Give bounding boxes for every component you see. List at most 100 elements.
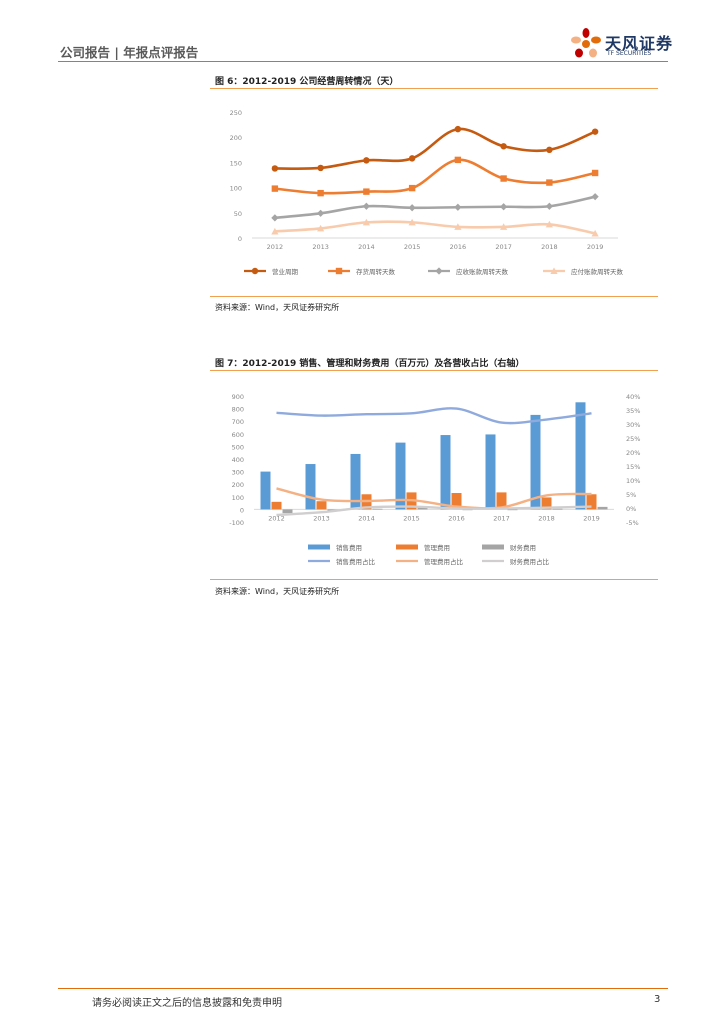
x-tick-label: 2015 (404, 243, 421, 251)
y-tick-label: 250 (230, 109, 242, 117)
data-point (546, 179, 553, 186)
legend-label: 应收账款周转天数 (456, 267, 509, 276)
company-logo (568, 26, 676, 62)
figure6-bottom-rule (210, 296, 658, 297)
ratio-line-1 (276, 487, 592, 510)
legend-marker (335, 267, 343, 275)
data-point (546, 146, 553, 153)
bar-2 (282, 509, 293, 514)
data-point (363, 188, 370, 195)
bar-1 (316, 501, 327, 510)
data-point (408, 204, 416, 212)
ratio-line-0 (276, 407, 592, 425)
y2-tick-label: 35% (626, 407, 640, 415)
y-tick-label: 50 (234, 210, 242, 218)
x-tick-label: 2017 (493, 514, 510, 522)
figure7-title: 图 7：2012-2019 销售、管理和财务费用（百万元）及各营收占比（右轴） (215, 359, 525, 369)
data-point (271, 185, 279, 192)
footer-divider (58, 988, 668, 989)
y2-tick-label: 15% (626, 463, 640, 471)
legend-label: 财务费用 (510, 543, 536, 552)
y2-tick-label: -5% (626, 519, 639, 527)
y2-tick-label: 5% (626, 491, 636, 499)
data-point (591, 169, 599, 177)
legend-label: 管理费用占比 (424, 557, 464, 566)
bar-0 (530, 414, 541, 510)
y-tick-label: 500 (232, 443, 244, 451)
x-tick-label: 2012 (267, 243, 284, 251)
legend-marker (251, 267, 259, 275)
x-tick-label: 2016 (450, 243, 467, 251)
bar-1 (271, 501, 282, 510)
data-point (408, 184, 416, 192)
data-point (271, 227, 279, 235)
y-tick-label: -100 (229, 519, 244, 527)
bar-2 (372, 508, 383, 510)
data-point (271, 214, 279, 222)
x-tick-label: 2017 (495, 243, 512, 251)
data-point (591, 193, 599, 201)
data-point (317, 189, 324, 197)
legend-swatch-bar (482, 544, 504, 550)
bar-0 (305, 464, 316, 510)
bar-0 (575, 402, 586, 510)
data-point (500, 223, 508, 230)
y-tick-label: 100 (232, 494, 244, 502)
data-point (408, 218, 416, 226)
bar-2 (507, 509, 518, 511)
figure7-top-rule (210, 370, 658, 371)
legend-marker (435, 267, 443, 275)
bar-0 (440, 435, 451, 510)
series-line-2 (274, 195, 596, 220)
data-point (271, 165, 279, 172)
data-point (408, 155, 416, 162)
y-tick-label: 600 (232, 431, 244, 439)
legend-marker (550, 267, 558, 274)
series-line-3 (274, 220, 596, 235)
figure7-source: 资料来源：Wind，天风证券研究所 (215, 587, 340, 596)
y-tick-label: 800 (232, 406, 244, 414)
x-tick-label: 2016 (448, 514, 465, 522)
y-tick-label: 0 (240, 506, 244, 514)
footer-disclaimer: 请务必阅读正文之后的信息披露和免责申明 (92, 998, 282, 1009)
bar-1 (541, 497, 552, 510)
legend-label: 销售费用占比 (336, 557, 376, 566)
series-line-0 (274, 127, 596, 170)
data-point (500, 175, 507, 182)
x-tick-label: 2014 (358, 243, 375, 251)
figure7-bottom-rule (210, 579, 658, 580)
bar-2 (417, 507, 428, 510)
data-point (362, 218, 370, 226)
x-tick-label: 2018 (538, 514, 555, 522)
x-tick-label: 2014 (358, 514, 375, 522)
x-tick-label: 2013 (312, 243, 329, 251)
flower-logo-icon (571, 28, 601, 58)
y-tick-label: 700 (232, 418, 244, 426)
y2-tick-label: 10% (626, 477, 640, 485)
bar-0 (395, 442, 406, 510)
legend-label: 管理费用 (424, 543, 450, 552)
y2-tick-label: 20% (626, 449, 640, 457)
report-header-title: 公司报告 | 年报点评报告 (60, 45, 199, 60)
x-tick-label: 2013 (313, 514, 330, 522)
data-point (317, 209, 325, 217)
y2-tick-label: 0% (626, 505, 636, 513)
y2-tick-label: 30% (626, 421, 640, 429)
data-point (362, 202, 370, 210)
logo-english-text: TF SECURITIES (607, 50, 652, 57)
data-point (500, 143, 507, 150)
data-point (454, 156, 462, 164)
data-point (363, 157, 370, 164)
x-tick-label: 2015 (403, 514, 420, 522)
data-point (454, 203, 462, 211)
legend-swatch-bar (308, 544, 330, 550)
y2-tick-label: 25% (626, 435, 640, 443)
data-point (317, 164, 324, 172)
y-tick-label: 150 (230, 159, 242, 167)
y-tick-label: 900 (232, 393, 244, 401)
figure6-source: 资料来源：Wind，天风证券研究所 (215, 303, 340, 312)
y-tick-label: 200 (230, 134, 242, 142)
data-point (545, 202, 553, 210)
y-tick-label: 300 (232, 469, 244, 477)
x-tick-label: 2019 (583, 514, 600, 522)
